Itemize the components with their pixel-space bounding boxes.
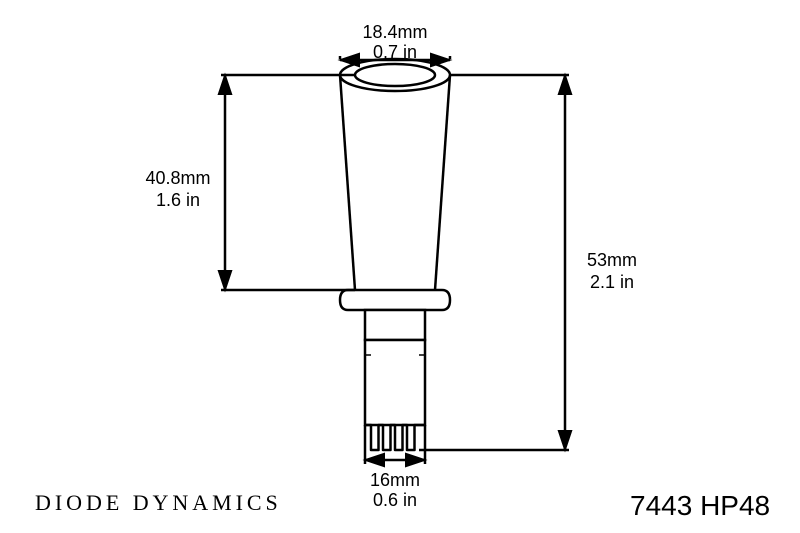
dim-base-mm: 16mm (335, 470, 455, 491)
model-text: 7443 HP48 (630, 490, 770, 522)
dim-body-in: 1.6 in (118, 190, 238, 211)
diagram-svg (0, 0, 800, 533)
diagram-canvas: 18.4mm 0.7 in 40.8mm 1.6 in 53mm 2.1 in … (0, 0, 800, 533)
brand-text: DIODE DYNAMICS (35, 490, 282, 516)
dim-top-in: 0.7 in (335, 42, 455, 63)
dim-top-mm: 18.4mm (335, 22, 455, 43)
dim-base-in: 0.6 in (335, 490, 455, 511)
dim-body-mm: 40.8mm (118, 168, 238, 189)
dim-total-in: 2.1 in (552, 272, 672, 293)
dim-total-mm: 53mm (552, 250, 672, 271)
